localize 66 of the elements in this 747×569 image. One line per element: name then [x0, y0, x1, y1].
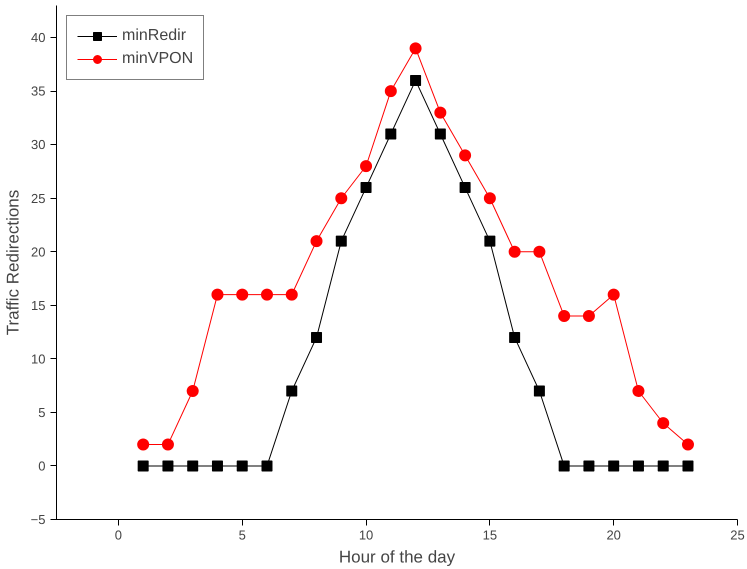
point	[608, 460, 620, 472]
point	[360, 160, 372, 172]
y-tick-label: 5	[38, 404, 46, 420]
point	[583, 460, 594, 472]
point	[162, 460, 174, 472]
point	[608, 288, 620, 301]
x-tick-label: 10	[358, 528, 374, 542]
point	[682, 438, 694, 451]
x-tick-label: 15	[482, 528, 498, 542]
y-axis-title: Traffic Redirections	[4, 190, 23, 336]
y-tick-label: 0	[38, 458, 46, 474]
point	[509, 332, 520, 343]
y-tick-label: −5	[30, 512, 46, 527]
point	[336, 236, 347, 247]
point	[410, 74, 422, 86]
point	[459, 149, 472, 162]
legend-label: minVPON	[122, 50, 194, 68]
point	[484, 236, 496, 247]
y-tick-label: 25	[31, 190, 46, 206]
point	[286, 386, 298, 396]
point	[187, 460, 198, 472]
point	[434, 128, 446, 140]
point	[260, 288, 273, 301]
y-tick-label: 30	[31, 137, 46, 152]
legend-label: minRedir	[122, 27, 186, 45]
y-tick-label: 15	[31, 298, 46, 313]
point	[236, 288, 248, 301]
x-tick-label: 25	[730, 528, 745, 542]
point	[186, 385, 199, 397]
point	[533, 246, 546, 258]
point	[211, 288, 224, 301]
point	[558, 460, 570, 472]
point	[360, 182, 372, 194]
x-tick-label: 20	[606, 528, 621, 542]
point	[682, 460, 694, 472]
point	[632, 460, 644, 472]
point	[385, 128, 396, 140]
point	[286, 288, 298, 301]
point	[558, 310, 570, 322]
point	[162, 438, 174, 451]
y-tick-label: 35	[31, 84, 46, 99]
point	[410, 42, 422, 54]
point	[138, 460, 149, 472]
point	[236, 460, 248, 472]
point	[335, 192, 348, 204]
point	[632, 385, 644, 397]
point	[657, 417, 670, 430]
y-tick-label: 40	[31, 30, 46, 46]
y-tick-label: 20	[31, 244, 46, 260]
point	[434, 106, 446, 119]
point	[484, 192, 496, 204]
point	[460, 182, 471, 194]
point	[534, 386, 545, 396]
point	[261, 460, 272, 472]
point	[310, 235, 323, 248]
point	[311, 332, 322, 343]
point	[658, 460, 669, 472]
point	[508, 246, 521, 258]
x-axis-title: Hour of the day	[338, 548, 456, 566]
point	[582, 310, 595, 322]
x-tick-label: 0	[114, 528, 122, 542]
point	[384, 85, 397, 98]
y-tick-label: 10	[31, 351, 46, 366]
point	[212, 460, 223, 472]
point	[137, 438, 150, 451]
x-tick-label: 5	[238, 528, 246, 542]
